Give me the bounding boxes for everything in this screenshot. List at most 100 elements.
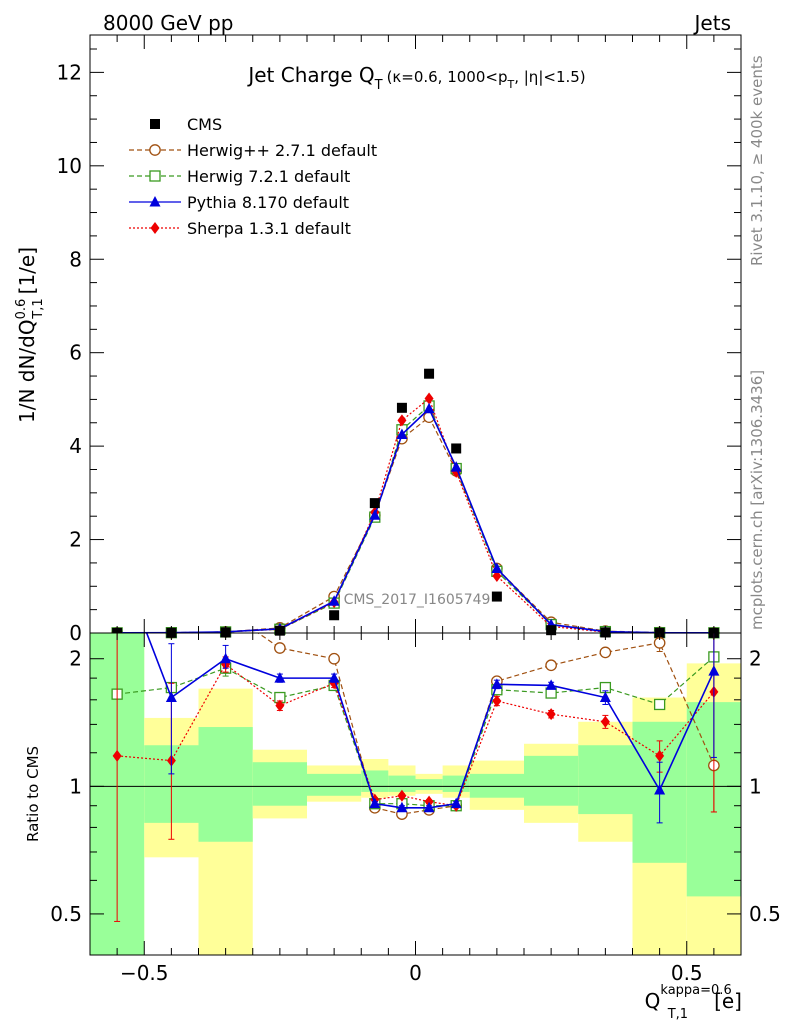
main-panel: CMS_2017_I1605749 0 2 4 6 8 10 12 Jet Charge Q… [14, 34, 742, 645]
uncertainty-band-inner [578, 745, 633, 815]
ratio-line-herwig-7-2-1-default [117, 656, 715, 807]
ratio-line-herwig-2-7-1-default [257, 633, 715, 815]
uncertainty-band-inner [469, 773, 524, 798]
legend: CMS Herwig++ 2.7.1 default Herwig 7.2.1 de… [129, 115, 377, 238]
plot-title: Jet Charge QT (κ=0.6, 1000<pT, |η|<1.5) [246, 63, 585, 93]
ratio-point-pythia-8-170-default [708, 665, 720, 676]
ratio-point-herwig-2-7-1-default [599, 646, 612, 659]
uncertainty-band-inner [198, 727, 253, 842]
point-cms [451, 443, 462, 454]
ratio-point-sherpa-1-3-1-default [655, 749, 665, 762]
plot-title-tail: , |η|<1.5) [514, 68, 585, 86]
uncertainty-band-inner [415, 779, 443, 791]
point-cms [369, 498, 380, 509]
ratio-y-tick-label: 2 [69, 647, 82, 671]
ratio-y-tick-label: 0.5 [50, 902, 82, 926]
plot-title-sub: T [374, 78, 383, 93]
point-pythia-8-170-default [450, 461, 462, 472]
ratio-point-sherpa-1-3-1-default [112, 749, 122, 762]
x-tick-label: 0 [409, 961, 422, 985]
plot-title-rest: (κ=0.6, 1000<p [387, 68, 508, 86]
ratio-point-herwig-2-7-1-default [328, 652, 340, 665]
ratio-line-pythia-8-170-default [145, 633, 715, 809]
x-tick-label: −0.5 [120, 961, 169, 985]
ratio-point-pythia-8-170-default [545, 679, 557, 690]
x-axis-label-sub: T,1 [667, 1007, 688, 1022]
series-line-pythia-8-170-default [117, 407, 714, 634]
y-axis-label: 1/N dN/dQ0.6 T,1 [1/e] [14, 247, 46, 423]
x-axis-label: Qkappa=0.6 T,1 [e] [645, 983, 742, 1022]
point-sherpa-1-3-1-default [424, 392, 434, 405]
legend-marker-sherpa-1-3-1-default [150, 222, 160, 234]
point-pythia-8-170-default [369, 509, 381, 520]
ratio-line-sherpa-1-3-1-default [117, 663, 715, 807]
ratio-point-sherpa-1-3-1-default [397, 789, 407, 802]
point-cms [396, 402, 407, 413]
point-cms [424, 368, 435, 379]
legend-label-cms: CMS [187, 115, 222, 134]
point-pythia-8-170-default [423, 402, 435, 414]
y-tick-label: 4 [69, 434, 82, 458]
ratio-point-pythia-8-170-default [450, 797, 462, 809]
uncertainty-band-inner [524, 755, 579, 806]
legend-label-herwig-2-7-1-default: Herwig++ 2.7.1 default [187, 141, 377, 160]
ratio-point-pythia-8-170-default [599, 691, 611, 703]
uncertainty-band-inner [388, 775, 416, 792]
point-cms [329, 610, 340, 621]
rivet-version-label: Rivet 3.1.10, ≥ 400k events [748, 55, 766, 266]
y-tick-label: 12 [57, 60, 82, 84]
ratio-point-sherpa-1-3-1-default [600, 715, 610, 728]
ratio-point-herwig-2-7-1-default [274, 642, 286, 654]
ratio-point-pythia-8-170-default [328, 672, 340, 683]
x-axis-label-main: Q [645, 989, 661, 1013]
header-jets: Jets [693, 11, 731, 35]
y-tick-label: 2 [69, 528, 82, 552]
ratio-y-tick-label-right: 1 [749, 774, 762, 798]
y-axis-label-sup: 0.6 [14, 299, 29, 320]
ratio-point-sherpa-1-3-1-default [546, 708, 556, 721]
point-pythia-8-170-default [328, 595, 340, 606]
ratio-point-pythia-8-170-default [165, 691, 177, 703]
legend-marker-herwig-2-7-1-default [149, 144, 161, 156]
ratio-point-pythia-8-170-default [491, 678, 503, 689]
uncertainty-band-inner [252, 762, 307, 806]
y-tick-label: 8 [69, 247, 82, 271]
y-axis-label-main: 1/N dN/dQ [15, 319, 39, 423]
uncertainty-band-inner [307, 773, 362, 796]
ratio-point-pythia-8-170-default [274, 672, 286, 683]
ratio-point-herwig-2-7-1-default [545, 659, 557, 672]
y-tick-label: 10 [57, 154, 82, 178]
x-axis-label-sup: kappa=0.6 [660, 983, 731, 998]
x-axis-label-unit: [e] [714, 989, 742, 1013]
ratio-point-sherpa-1-3-1-default [424, 795, 434, 808]
point-pythia-8-170-default [396, 428, 408, 439]
point-cms [491, 591, 502, 602]
ratio-point-herwig-2-7-1-default [112, 579, 122, 589]
y-tick-label: 0 [69, 621, 82, 645]
ratio-point-pythia-8-170-default [423, 801, 435, 813]
legend-marker-herwig-7-2-1-default [149, 170, 161, 182]
point-sherpa-1-3-1-default [397, 414, 407, 427]
ratio-point-pythia-8-170-default [112, 550, 123, 561]
legend-marker-pythia-8-170-default [149, 196, 161, 207]
plot-title-sub2: T [506, 78, 514, 91]
watermark: CMS_2017_I1605749 [344, 592, 491, 608]
ratio-panel: 0.5 0.5 1 1 2 2 −0.5 0 0.5 Ratio to CMS Qkappa=0… [24, 550, 781, 1022]
ratio-y-tick-label: 1 [69, 774, 82, 798]
ratio-y-tick-label-right: 2 [749, 647, 762, 671]
x-tick-label: 0.5 [671, 961, 703, 985]
y-tick-label: 6 [69, 341, 82, 365]
ratio-point-pythia-8-170-default [396, 801, 408, 813]
legend-label-sherpa-1-3-1-default: Sherpa 1.3.1 default [187, 219, 351, 238]
ratio-point-herwig-2-7-1-default [220, 605, 230, 615]
ratio-point-sherpa-1-3-1-default [275, 699, 285, 712]
point-pythia-8-170-default [491, 562, 503, 574]
legend-label-herwig-7-2-1-default: Herwig 7.2.1 default [187, 167, 350, 186]
ratio-point-pythia-8-170-default [220, 652, 232, 664]
ratio-point-sherpa-1-3-1-default [492, 694, 502, 707]
mcplots-label: mcplots.cern.ch [arXiv:1306.3436] [748, 370, 766, 630]
ratio-y-label: Ratio to CMS [24, 746, 42, 842]
ratio-point-pythia-8-170-default [654, 784, 666, 795]
ratio-point-herwig-7-2-1-default [653, 698, 666, 711]
